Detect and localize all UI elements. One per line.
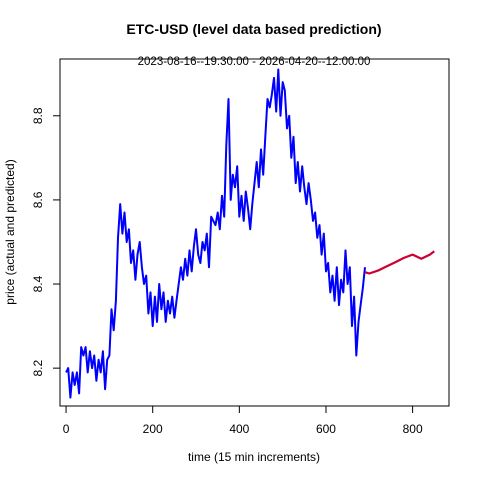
x-axis: 0 200 400 600 800 <box>63 406 423 436</box>
x-tick-label: 800 <box>403 422 423 436</box>
x-axis-label: time (15 min increments) <box>188 450 320 464</box>
series-group <box>65 68 435 399</box>
actual-price-line <box>65 68 366 399</box>
y-axis-label: price (actual and predicted) <box>3 159 17 304</box>
predicted-price-line <box>364 250 435 275</box>
plot-frame <box>59 58 450 407</box>
y-axis: 8.2 8.4 8.6 8.8 <box>31 107 60 376</box>
chart-subtitle: 2023-08-16--19:30:00 - 2026-04-20--12:00… <box>138 56 371 68</box>
x-tick-label: 600 <box>316 422 336 436</box>
x-tick-label: 400 <box>229 422 249 436</box>
y-tick-label: 8.2 <box>31 359 45 376</box>
y-tick-label: 8.8 <box>31 107 45 124</box>
y-tick-label: 8.6 <box>31 191 45 208</box>
y-tick-label: 8.4 <box>31 275 45 292</box>
chart-title: ETC-USD (level data based prediction) <box>126 21 381 37</box>
x-tick-label: 200 <box>143 422 163 436</box>
x-tick-label: 0 <box>63 422 70 436</box>
